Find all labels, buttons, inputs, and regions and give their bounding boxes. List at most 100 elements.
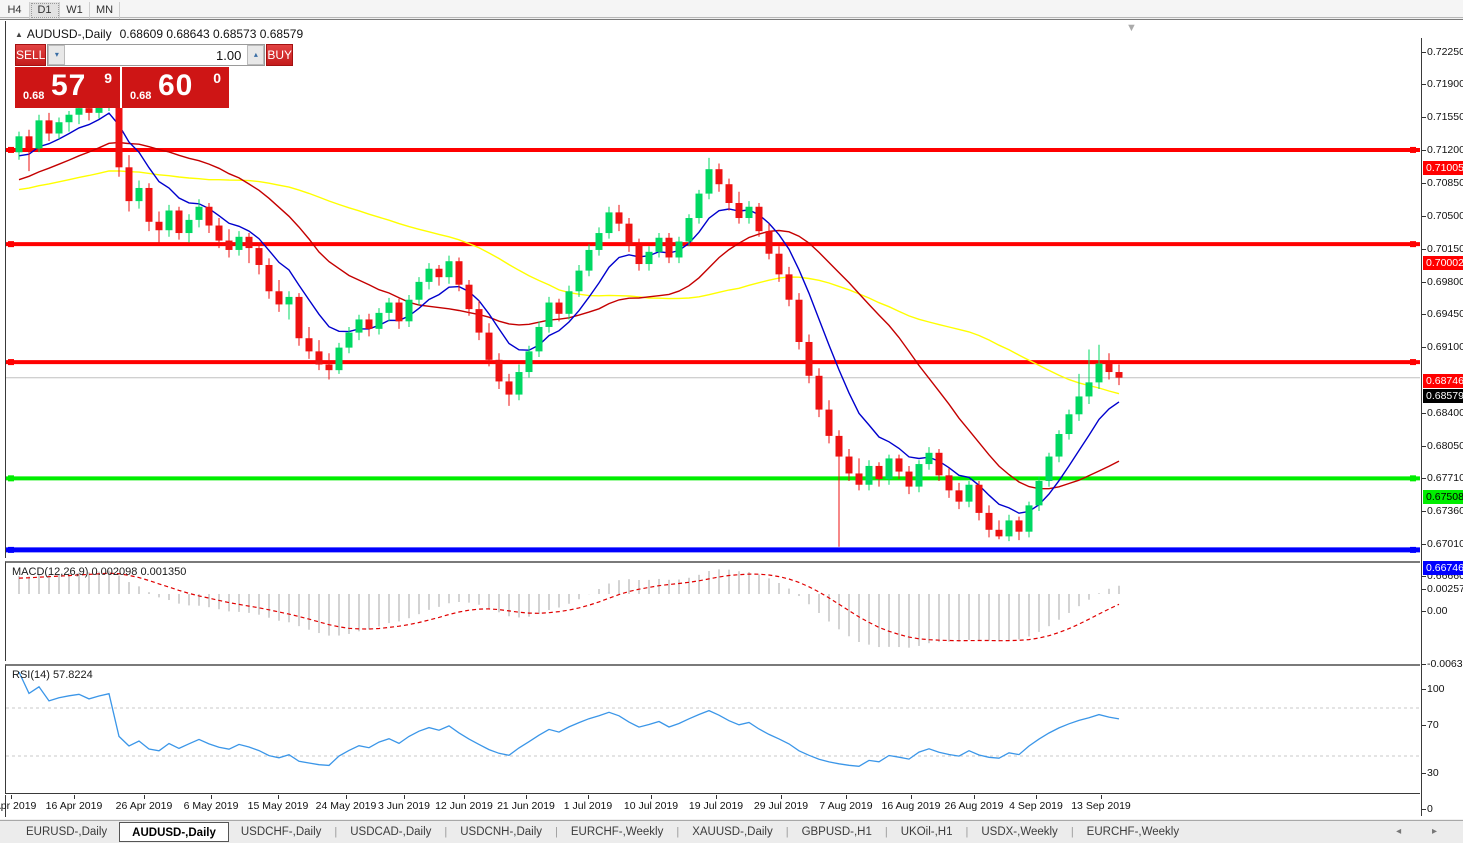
price-axis-tick <box>1422 183 1426 184</box>
price-axis-tick <box>1422 84 1426 85</box>
date-axis-label: 6 May 2019 <box>183 800 239 812</box>
level-price-label: 0.66746 <box>1423 561 1463 575</box>
price-axis-label: 0.69800 <box>1427 276 1463 288</box>
sell-button[interactable]: SELL <box>15 44 47 66</box>
date-axis-tick <box>716 795 717 799</box>
rsi-axis-tick <box>1422 689 1426 690</box>
chart-tab-usdcad-daily[interactable]: USDCAD-,Daily <box>350 826 432 838</box>
price-axis-label: 0.69450 <box>1427 308 1463 320</box>
price-axis-label: 0.67360 <box>1427 505 1463 517</box>
price-axis-label: 0.67010 <box>1427 538 1463 550</box>
tab-separator: | <box>676 826 680 838</box>
candlestick-chart[interactable] <box>6 21 1420 558</box>
tab-separator: | <box>785 826 789 838</box>
chart-tab-gbpusd-h1[interactable]: GBPUSD-,H1 <box>801 826 872 838</box>
date-axis-tick <box>974 795 975 799</box>
chart-tab-ukoil-h1[interactable]: UKOil-,H1 <box>900 826 953 838</box>
sell-price-display[interactable]: 0.68 57 9 <box>15 67 122 108</box>
macd-axis-label: -0.006326 <box>1427 658 1463 670</box>
macd-axis-label: 0.00 <box>1427 605 1448 617</box>
price-axis-tick <box>1422 478 1426 479</box>
date-axis-label: 24 May 2019 <box>315 800 377 812</box>
date-axis-tick <box>588 795 589 799</box>
date-axis-label: 3 Jun 2019 <box>378 800 430 812</box>
price-axis-label: 0.71200 <box>1427 144 1463 156</box>
price-axis[interactable]: 0.72250 0.71900 0.71550 0.71200 0.70850 0.705… <box>1421 38 1463 816</box>
rsi-axis-label: 30 <box>1427 767 1439 779</box>
rsi-indicator-panel[interactable]: RSI(14) 57.8224 <box>5 664 1420 794</box>
buy-price-pip-digit: 0 <box>213 70 221 86</box>
level-price-label: 0.71005 <box>1423 161 1463 175</box>
chart-tab-usdcnh-daily[interactable]: USDCNH-,Daily <box>460 826 543 838</box>
date-axis-label: 16 Aug 2019 <box>881 800 941 812</box>
date-axis-label: 12 Jun 2019 <box>435 800 493 812</box>
tab-separator: | <box>884 826 888 838</box>
macd-axis-tick <box>1422 664 1426 665</box>
date-axis-tick <box>11 795 12 799</box>
date-axis-tick <box>1101 795 1102 799</box>
tab-separator: | <box>555 826 558 838</box>
sell-price-prefix: 0.68 <box>23 90 45 102</box>
price-axis-tick <box>1422 150 1426 151</box>
date-axis-tick <box>911 795 912 799</box>
symbol-period-label: AUDUSD-,Daily <box>26 27 112 41</box>
date-axis-tick <box>346 795 347 799</box>
date-axis-label: 13 Sep 2019 <box>1071 800 1131 812</box>
chart-shift-marker-icon[interactable]: ▼ <box>1126 22 1137 34</box>
tab-separator: | <box>965 826 969 838</box>
level-price-label: 0.70002 <box>1423 256 1463 270</box>
date-axis-tick <box>404 795 405 799</box>
price-axis-label: 0.68050 <box>1427 440 1463 452</box>
price-axis-label: 0.70850 <box>1427 177 1463 189</box>
volume-increase-button[interactable]: ▴ <box>247 45 265 65</box>
tab-separator: | <box>334 826 338 838</box>
macd-axis-tick <box>1422 589 1426 590</box>
level-price-label: 0.67508 <box>1423 490 1463 504</box>
price-axis-tick <box>1422 511 1426 512</box>
buy-price-display[interactable]: 0.68 60 0 <box>122 67 229 108</box>
volume-decrease-button[interactable]: ▾ <box>48 45 66 65</box>
rsi-axis-label: 0 <box>1427 803 1433 815</box>
price-axis-tick <box>1422 347 1426 348</box>
chart-tab-usdx-weekly[interactable]: USDX-,Weekly <box>981 826 1058 838</box>
chart-tab-eurchf-weekly[interactable]: EURCHF-,Weekly <box>570 826 664 838</box>
buy-button[interactable]: BUY <box>266 44 294 66</box>
volume-input[interactable] <box>65 45 248 65</box>
price-axis-label: 0.70500 <box>1427 210 1463 222</box>
tab-scroll-arrows[interactable]: ◂ ▸ <box>1396 826 1451 837</box>
timeframe-toolbar: H4 D1 W1 MN <box>0 0 1463 19</box>
tab-separator: | <box>444 826 448 838</box>
chart-tab-audusd-daily[interactable]: AUDUSD-,Daily <box>119 822 229 842</box>
price-axis-tick <box>1422 249 1426 250</box>
timeframe-button-w1[interactable]: W1 <box>60 2 90 19</box>
date-axis-label: 4 Sep 2019 <box>1009 800 1063 812</box>
price-axis-tick <box>1422 216 1426 217</box>
timeframe-button-d1[interactable]: D1 <box>30 2 60 19</box>
buy-price-big-digits: 60 <box>158 69 194 102</box>
chart-tab-xauusd-daily[interactable]: XAUUSD-,Daily <box>692 826 773 838</box>
chart-tab-usdchf-daily[interactable]: USDCHF-,Daily <box>240 826 322 838</box>
date-axis-tick <box>651 795 652 799</box>
timeframe-button-mn[interactable]: MN <box>90 2 120 19</box>
timeframe-button-h4[interactable]: H4 <box>0 2 30 19</box>
price-axis-label: 0.71550 <box>1427 111 1463 123</box>
chart-tab-eurchf-weekly[interactable]: EURCHF-,Weekly <box>1086 826 1180 838</box>
volume-control: ▾ ▴ <box>47 44 266 66</box>
main-chart-panel[interactable]: ▲ AUDUSD-,Daily 0.68609 0.68643 0.68573 0.… <box>5 21 1420 558</box>
chart-tab-eurusd-daily[interactable]: EURUSD-,Daily <box>26 826 108 838</box>
price-axis-label: 0.68400 <box>1427 407 1463 419</box>
level-price-label: 0.68746 <box>1423 374 1463 388</box>
macd-label: MACD(12,26,9) 0.002098 0.001350 <box>12 566 187 578</box>
date-axis-tick <box>74 795 75 799</box>
collapse-panel-icon[interactable]: ▲ <box>15 30 23 39</box>
price-axis-label: 0.67710 <box>1427 472 1463 484</box>
chart-tab-bar: EURUSD-,Daily AUDUSD-,Daily USDCHF-,Daily |… <box>0 820 1463 843</box>
sell-price-big-digits: 57 <box>51 69 87 102</box>
date-axis[interactable]: 7 Apr 2019 16 Apr 2019 26 Apr 2019 6 May 20… <box>0 795 1421 817</box>
macd-indicator-panel[interactable]: MACD(12,26,9) 0.002098 0.001350 <box>5 561 1420 661</box>
date-axis-label: 26 Apr 2019 <box>115 800 173 812</box>
price-axis-tick <box>1422 413 1426 414</box>
date-axis-label: 26 Aug 2019 <box>944 800 1004 812</box>
buy-price-prefix: 0.68 <box>130 90 152 102</box>
chart-window: ▲ AUDUSD-,Daily 0.68609 0.68643 0.68573 0.… <box>0 19 1463 819</box>
